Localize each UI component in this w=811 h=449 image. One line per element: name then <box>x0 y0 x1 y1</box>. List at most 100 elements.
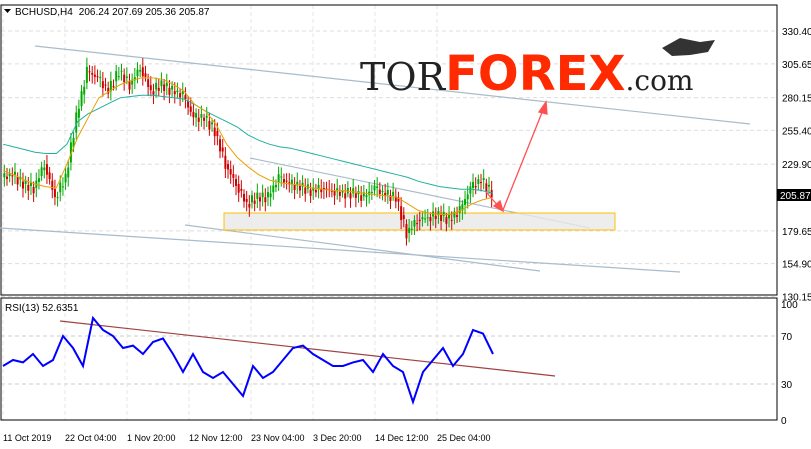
candle-body <box>117 76 120 78</box>
candle-body <box>144 73 147 77</box>
candle-body <box>24 180 27 184</box>
candle-body <box>378 189 381 194</box>
channel-line-inner[interactable] <box>184 224 541 272</box>
channel-line-upper[interactable] <box>34 45 751 125</box>
candle-body <box>453 211 456 218</box>
candle-body <box>344 193 347 199</box>
candle-body <box>440 214 443 221</box>
candle-body <box>29 181 32 186</box>
candle-body <box>229 169 232 175</box>
candle-body <box>37 178 40 183</box>
candle-body <box>312 187 315 191</box>
x-tick-label: 25 Dec 04:00 <box>437 433 491 443</box>
candle-body <box>99 77 102 79</box>
candle-body <box>413 220 416 227</box>
candle-body <box>373 185 376 191</box>
candle-body <box>211 122 214 125</box>
candle-body <box>85 66 88 83</box>
candle-body <box>445 217 448 224</box>
candle-body <box>3 173 6 178</box>
candle-body <box>309 189 312 196</box>
candle-body <box>67 167 70 178</box>
y-tick-label: 330.40 <box>782 27 811 38</box>
rsi-pane-frame <box>0 297 778 421</box>
candle-body <box>237 183 240 193</box>
candle-body <box>296 181 299 186</box>
rsi-tick-label: 0 <box>781 416 787 427</box>
chart-header: BCHUSD,H4 206.24 207.69 205.36 205.87 <box>15 7 210 18</box>
x-tick-label: 23 Nov 04:00 <box>251 433 305 443</box>
x-tick-label: 22 Oct 04:00 <box>65 433 117 443</box>
candle-body <box>45 164 48 175</box>
candle-body <box>61 186 64 188</box>
candle-body <box>416 223 419 225</box>
candle-body <box>104 84 107 86</box>
candle-body <box>203 117 206 121</box>
candle-body <box>285 180 288 182</box>
logo-text: TORFOREX.com <box>360 46 693 102</box>
x-tick-label: 12 Nov 12:00 <box>189 433 243 443</box>
candle-body <box>208 121 211 130</box>
y-tick-label: 154.90 <box>782 260 811 271</box>
candle-body <box>248 203 251 208</box>
candle-body <box>213 127 216 137</box>
candle-body <box>461 204 464 211</box>
rsi-line <box>2 315 494 406</box>
candle-body <box>195 113 198 118</box>
candle-body <box>184 95 187 100</box>
candle-body <box>173 91 176 95</box>
candle-body <box>181 91 184 95</box>
candle-body <box>450 219 453 221</box>
candle-body <box>274 184 277 188</box>
candle-body <box>477 179 480 184</box>
candle-body <box>123 74 126 83</box>
main-pane-frame <box>0 4 778 296</box>
channel-line-lower[interactable] <box>0 227 681 273</box>
candle-body <box>21 181 24 189</box>
dropdown-triangle-icon[interactable] <box>4 9 11 13</box>
candle-body <box>426 217 429 219</box>
candle-body <box>240 188 243 191</box>
candle-body <box>139 70 142 72</box>
y-tick-label: 229.90 <box>782 160 811 171</box>
y-tick-label: 130.15 <box>782 292 811 303</box>
candle-body <box>429 217 432 222</box>
candle-body <box>333 190 336 196</box>
candle-body <box>77 108 80 118</box>
candle-body <box>96 76 99 78</box>
candle-body <box>43 167 46 171</box>
candle-body <box>165 82 168 87</box>
y-tick-label: 255.40 <box>782 126 811 137</box>
candle-body <box>298 185 301 191</box>
candle-body <box>200 114 203 118</box>
arrow-down-head <box>492 199 505 213</box>
x-tick-label: 11 Oct 2019 <box>3 433 51 443</box>
candle-body <box>280 176 283 178</box>
candle-body <box>464 199 467 205</box>
rsi-tick-label: 70 <box>781 332 793 343</box>
candle-body <box>266 192 269 198</box>
candle-body <box>221 147 224 152</box>
candle-body <box>469 186 472 194</box>
candle-body <box>160 80 163 87</box>
candle-body <box>133 77 136 81</box>
candle-body <box>64 173 67 183</box>
candle-body <box>11 175 14 177</box>
candle-body <box>168 87 171 95</box>
candle-body <box>109 80 112 92</box>
candle-body <box>434 215 437 220</box>
candle-body <box>243 193 246 202</box>
candle-body <box>456 215 459 217</box>
candle-body <box>488 184 491 187</box>
candle-body <box>442 211 445 216</box>
candle-body <box>32 186 35 194</box>
candle-body <box>189 106 192 112</box>
candle-body <box>256 192 259 199</box>
candle-body <box>155 82 158 90</box>
candle-body <box>48 172 51 180</box>
ma-fast-line <box>2 77 494 215</box>
candle-body <box>325 188 328 190</box>
candle-body <box>56 197 59 199</box>
